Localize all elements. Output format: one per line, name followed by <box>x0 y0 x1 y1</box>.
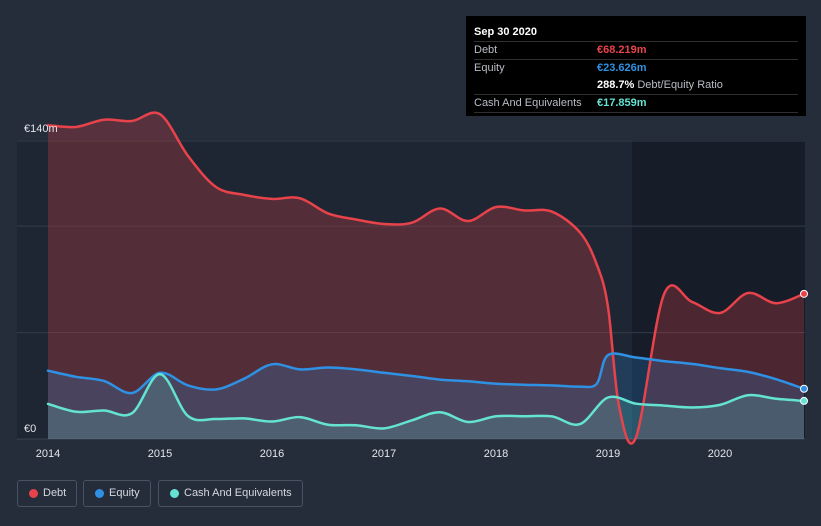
x-tick-label: 2020 <box>708 448 732 460</box>
tooltip-ratio-row: 288.7% Debt/Equity Ratio <box>474 77 798 95</box>
tooltip-date: Sep 30 2020 <box>474 24 798 42</box>
y-tick-label: €140m <box>24 123 58 135</box>
legend-cash[interactable]: Cash And Equivalents <box>158 480 303 507</box>
tooltip-ratio: 288.7% Debt/Equity Ratio <box>597 77 723 94</box>
y-axis-ticks: €0 €140m <box>24 123 58 435</box>
tooltip-ratio-value: 288.7% <box>597 79 635 91</box>
tooltip-equity-label: Equity <box>474 62 505 74</box>
x-tick-label: 2019 <box>596 448 620 460</box>
equity-line <box>46 352 806 395</box>
x-tick-label: 2015 <box>148 448 172 460</box>
x-tick-label: 2018 <box>484 448 508 460</box>
debt-endpoint <box>800 289 808 298</box>
x-tick-label: 2014 <box>36 448 60 460</box>
cash-and-equivalents-line <box>46 372 806 430</box>
cash-and-equivalents-area <box>48 374 804 439</box>
legend-debt[interactable]: Debt <box>17 480 78 507</box>
highlight-band <box>632 140 805 439</box>
equity-dot-icon <box>95 489 104 498</box>
y-tick-label: €0 <box>24 423 36 435</box>
tooltip-ratio-label: Debt/Equity Ratio <box>637 79 723 91</box>
equity-endpoint <box>800 384 808 393</box>
tooltip-cash-label: Cash And Equivalents <box>474 97 582 109</box>
legend-debt-label: Debt <box>43 487 67 499</box>
tooltip-cash-value: €17.859m <box>597 97 647 109</box>
tooltip-equity-value: €23.626m <box>597 62 647 74</box>
series-endpoints <box>800 289 808 405</box>
debt-dot-icon <box>29 489 38 498</box>
x-tick-label: 2017 <box>372 448 396 460</box>
x-tick-label: 2016 <box>260 448 284 460</box>
x-axis-ticks: 2014 2015 2016 2017 2018 2019 2020 <box>36 448 732 460</box>
debt-area <box>48 112 804 444</box>
cash-and-equivalents-endpoint <box>800 396 808 405</box>
tooltip-debt-row: Debt €68.219m <box>474 42 798 60</box>
legend-equity-label: Equity <box>109 487 140 499</box>
series-lines <box>46 111 806 445</box>
legend-cash-label: Cash And Equivalents <box>184 487 292 499</box>
cash-dot-icon <box>170 489 179 498</box>
legend-equity[interactable]: Equity <box>83 480 151 507</box>
debt-line <box>46 111 806 445</box>
tooltip-equity-row: Equity €23.626m <box>474 60 798 77</box>
tooltip-debt-label: Debt <box>474 44 498 56</box>
gridlines <box>17 140 805 440</box>
tooltip-cash-row: Cash And Equivalents €17.859m <box>474 95 798 113</box>
tooltip-debt-value: €68.219m <box>597 44 647 56</box>
tooltip-panel: Sep 30 2020 Debt €68.219m Equity €23.626… <box>466 16 806 116</box>
